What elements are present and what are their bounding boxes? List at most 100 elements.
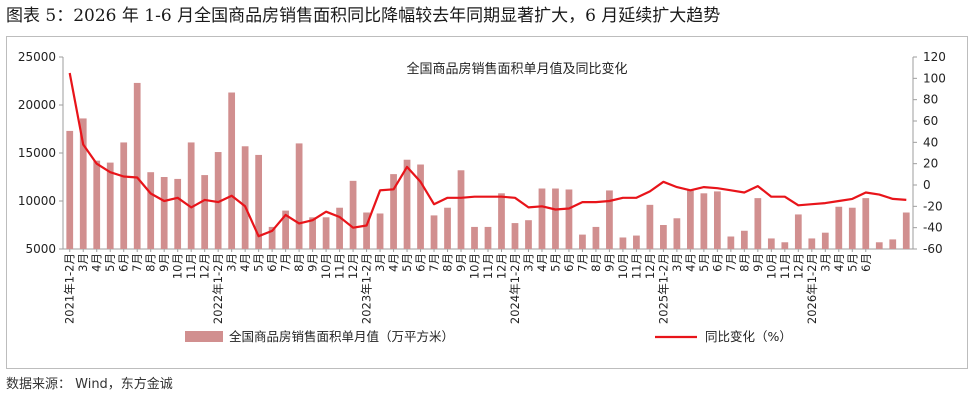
- bar: [794, 214, 802, 249]
- bar: [579, 234, 586, 249]
- bar: [660, 225, 667, 249]
- bar: [606, 190, 613, 249]
- left-tick-label: 25000: [18, 50, 56, 64]
- x-tick-label: 6月: [117, 253, 131, 272]
- x-tick-label: 9月: [751, 253, 765, 272]
- x-tick-label: 7月: [130, 253, 144, 272]
- bar: [835, 206, 843, 249]
- x-tick-label: 4月: [387, 253, 401, 272]
- x-tick-label: 6月: [710, 253, 724, 272]
- bar: [700, 193, 708, 249]
- right-tick-label: 0: [923, 178, 931, 192]
- bar: [79, 118, 87, 249]
- bar: [902, 212, 910, 249]
- x-tick-label: 10月: [319, 253, 333, 279]
- left-tick-label: 20000: [18, 98, 56, 112]
- left-tick-label: 10000: [18, 194, 56, 208]
- left-tick-label: 15000: [18, 146, 56, 160]
- x-tick-label: 4月: [90, 253, 104, 272]
- bar: [525, 220, 532, 249]
- x-tick-label: 7月: [724, 253, 738, 272]
- x-tick-label: 8月: [737, 253, 751, 272]
- bar: [322, 217, 330, 249]
- bar: [457, 170, 465, 249]
- figure-title: 图表 5：2026 年 1-6 月全国商品房销售面积同比降幅较去年同期显著扩大，…: [6, 6, 721, 26]
- bar: [201, 175, 209, 249]
- bar: [484, 226, 492, 249]
- x-tick-label: 9月: [157, 253, 171, 272]
- x-tick-label: 3月: [818, 253, 832, 272]
- bar: [619, 237, 627, 249]
- bar: [66, 130, 74, 249]
- bar: [875, 242, 883, 249]
- right-tick-label: -20: [923, 199, 943, 213]
- bar: [687, 190, 694, 249]
- bar: [106, 162, 114, 249]
- bar: [727, 236, 735, 249]
- x-tick-label: 10月: [764, 253, 778, 279]
- bar: [767, 238, 775, 249]
- x-tick-label: 12月: [791, 253, 805, 279]
- x-tick-label: 2021年1-2月: [63, 253, 77, 324]
- bar: [808, 238, 816, 249]
- x-tick-label: 10月: [616, 253, 630, 279]
- x-tick-label: 8月: [441, 253, 455, 272]
- x-tick-label: 8月: [589, 253, 603, 272]
- x-tick-label: 5月: [103, 253, 117, 272]
- right-tick-label: 100: [923, 71, 946, 85]
- bar: [754, 198, 762, 249]
- x-tick-label: 12月: [198, 253, 212, 279]
- x-tick-label: 11月: [184, 253, 198, 279]
- x-tick-label: 6月: [859, 253, 873, 272]
- bar: [363, 212, 370, 249]
- x-tick-label: 11月: [481, 253, 495, 279]
- bar: [93, 160, 101, 249]
- bar: [187, 142, 195, 249]
- right-tick-label: 40: [923, 135, 938, 149]
- bar: [120, 142, 128, 249]
- bar: [160, 177, 168, 249]
- bar: [309, 217, 316, 249]
- chart-frame: 全国商品房销售面积单月值及同比变化 5000 10000 15000 20000 2500…: [6, 36, 968, 369]
- bar: [228, 92, 236, 249]
- bar: [349, 180, 357, 249]
- bar: [133, 82, 141, 249]
- x-tick-label: 8月: [292, 253, 306, 272]
- bar: [740, 230, 748, 249]
- x-tick-label: 2024年1-2月: [508, 253, 522, 324]
- x-tick-label: 3月: [225, 253, 239, 272]
- x-tick-label: 4月: [535, 253, 549, 272]
- bar: [471, 226, 478, 249]
- bar: [390, 174, 397, 249]
- bar: [444, 207, 451, 249]
- x-tick-label: 6月: [265, 253, 279, 272]
- bar: [147, 172, 155, 249]
- x-tick-label: 3月: [670, 253, 684, 272]
- bar: [781, 242, 789, 249]
- bar: [713, 191, 721, 249]
- x-tick-label: 7月: [575, 253, 589, 272]
- bar: [214, 152, 222, 249]
- x-tick-label: 12月: [494, 253, 508, 279]
- bar: [821, 232, 829, 249]
- x-tick-label: 8月: [144, 253, 158, 272]
- legend-bar-label: 全国商品房销售面积单月值（万平方米）: [229, 329, 454, 344]
- left-tick-label: 5000: [25, 242, 56, 256]
- x-tick-label: 4月: [238, 253, 252, 272]
- bar: [646, 204, 654, 249]
- x-tick-label: 12月: [643, 253, 657, 279]
- bar: [592, 226, 600, 249]
- bar: [511, 223, 519, 249]
- x-tick-label: 4月: [683, 253, 697, 272]
- bar: [282, 210, 289, 249]
- legend-bar-swatch: [185, 331, 223, 342]
- bar: [255, 154, 263, 249]
- legend-line-label: 同比变化（%）: [705, 329, 792, 344]
- right-tick-label: 60: [923, 114, 938, 128]
- x-tick-label: 4月: [832, 253, 846, 272]
- bar: [336, 207, 343, 249]
- bar: [565, 189, 573, 249]
- bar: [498, 193, 505, 249]
- bar: [430, 215, 438, 249]
- bar: [633, 235, 640, 249]
